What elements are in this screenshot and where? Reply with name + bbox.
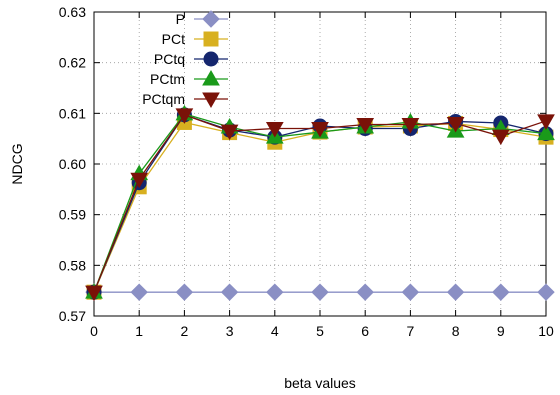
legend-label: PCt	[162, 31, 185, 47]
data-point	[356, 283, 374, 301]
y-tick-label: 0.63	[59, 4, 86, 20]
y-tick-label: 0.61	[59, 105, 86, 121]
x-tick-label: 2	[181, 323, 189, 339]
data-point	[492, 283, 510, 301]
data-point	[446, 116, 465, 133]
x-tick-label: 7	[407, 323, 415, 339]
data-point	[537, 124, 555, 141]
y-tick-label: 0.59	[59, 207, 86, 223]
x-tick-label: 0	[90, 323, 98, 339]
x-tick-label: 3	[226, 323, 234, 339]
x-tick-label: 6	[361, 323, 369, 339]
data-point	[491, 129, 510, 146]
x-tick-label: 4	[271, 323, 279, 339]
data-point	[175, 283, 194, 301]
legend-entry-pctqm: PCtqm	[142, 91, 228, 109]
data-point	[85, 285, 103, 302]
data-point	[311, 283, 329, 301]
legend-label: PCtm	[150, 71, 185, 87]
data-point	[130, 172, 149, 189]
legend: P PCt PCtq PCtm PCtqm	[142, 10, 228, 109]
axis-ticks: 0 1 2 3 4 5 6 7 8 9 10 0.57 0.58 0.59 0.60 0.61 0.62 0.63	[59, 4, 554, 339]
x-tick-label: 8	[452, 323, 460, 339]
data-point	[537, 283, 555, 301]
data-point	[401, 117, 420, 134]
legend-marker	[202, 69, 220, 86]
legend-marker	[203, 51, 219, 67]
legend-marker	[202, 10, 220, 28]
series-layer	[85, 104, 555, 302]
data-point	[266, 283, 284, 301]
legend-entry-pct: PCt	[162, 31, 228, 47]
legend-marker	[203, 31, 219, 47]
data-point	[220, 283, 239, 301]
y-tick-label: 0.58	[59, 257, 86, 273]
series-p	[85, 283, 555, 301]
y-tick-label: 0.62	[59, 55, 86, 71]
data-point	[537, 114, 555, 130]
y-tick-label: 0.60	[59, 156, 86, 172]
y-tick-label: 0.57	[59, 308, 86, 324]
legend-label: P	[176, 11, 185, 27]
legend-entry-pctm: PCtm	[150, 69, 228, 87]
y-axis-title: NDCG	[9, 143, 25, 184]
data-point	[446, 283, 465, 301]
data-point	[311, 122, 329, 138]
x-axis-title: beta values	[284, 375, 356, 391]
legend-entry-p: P	[176, 10, 228, 28]
legend-entry-pctq: PCtq	[154, 51, 228, 67]
data-point	[356, 117, 375, 134]
legend-label: PCtq	[154, 51, 185, 67]
data-point	[130, 283, 148, 301]
x-tick-label: 5	[316, 323, 324, 339]
x-tick-label: 9	[497, 323, 505, 339]
data-point	[401, 283, 420, 301]
series-pctqm	[85, 108, 555, 302]
data-point	[175, 108, 194, 124]
data-point	[265, 122, 284, 138]
legend-marker	[202, 92, 220, 109]
series-pct	[86, 114, 554, 300]
x-tick-label: 10	[538, 323, 554, 339]
legend-label: PCtqm	[142, 91, 185, 107]
x-tick-label: 1	[135, 323, 143, 339]
data-point	[220, 124, 239, 141]
